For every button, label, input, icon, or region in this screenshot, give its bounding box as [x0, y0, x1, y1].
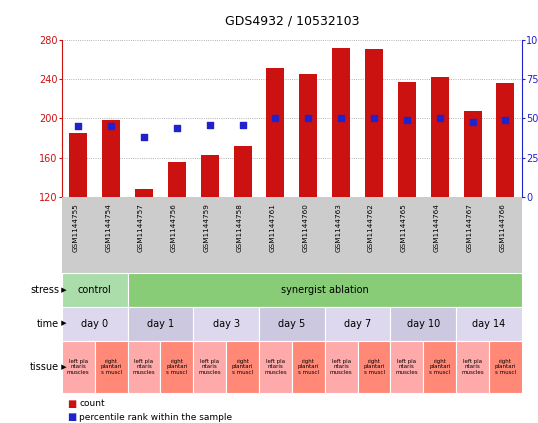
Point [238, 121, 247, 128]
Point [501, 117, 509, 124]
Text: GSM1144758: GSM1144758 [237, 203, 243, 252]
Point [402, 117, 411, 124]
Text: day 5: day 5 [278, 319, 306, 329]
Text: ▶: ▶ [59, 287, 67, 293]
Point [468, 118, 477, 125]
Text: synergist ablation: synergist ablation [281, 285, 369, 295]
Point [337, 115, 345, 122]
Text: GSM1144765: GSM1144765 [401, 203, 407, 252]
Text: ■: ■ [67, 412, 76, 422]
Text: left pla
ntaris
muscles: left pla ntaris muscles [133, 359, 155, 375]
Point [173, 124, 181, 131]
Text: GSM1144759: GSM1144759 [204, 203, 210, 252]
Point [74, 123, 83, 130]
Text: GSM1144763: GSM1144763 [335, 203, 341, 252]
Text: GSM1144761: GSM1144761 [270, 203, 275, 252]
Text: ■: ■ [67, 399, 76, 409]
Point [140, 134, 148, 140]
Bar [464, 111, 482, 197]
Text: GSM1144756: GSM1144756 [171, 203, 177, 252]
Text: count: count [79, 399, 105, 408]
Text: left pla
ntaris
muscles: left pla ntaris muscles [264, 359, 287, 375]
Bar [201, 155, 219, 197]
Text: right
plantari
s muscl: right plantari s muscl [232, 359, 253, 375]
Point [370, 115, 378, 122]
Bar [497, 83, 514, 197]
Bar [69, 133, 87, 197]
Bar [332, 48, 350, 197]
Text: day 10: day 10 [407, 319, 440, 329]
Bar [168, 162, 186, 197]
Text: right
plantari
s muscl: right plantari s muscl [495, 359, 516, 375]
Text: control: control [78, 285, 111, 295]
Bar [365, 49, 383, 197]
Text: percentile rank within the sample: percentile rank within the sample [79, 412, 232, 422]
Text: day 3: day 3 [213, 319, 240, 329]
Text: ▶: ▶ [59, 364, 67, 370]
Point [304, 115, 313, 122]
Text: left pla
ntaris
muscles: left pla ntaris muscles [395, 359, 418, 375]
Point [107, 123, 116, 130]
Text: GSM1144754: GSM1144754 [105, 203, 111, 252]
Text: left pla
ntaris
muscles: left pla ntaris muscles [199, 359, 221, 375]
Text: GDS4932 / 10532103: GDS4932 / 10532103 [225, 15, 359, 28]
Text: right
plantari
s muscl: right plantari s muscl [429, 359, 450, 375]
Bar [299, 74, 317, 197]
Text: right
plantari
s muscl: right plantari s muscl [363, 359, 385, 375]
Text: day 14: day 14 [472, 319, 506, 329]
Bar [135, 189, 153, 197]
Bar [102, 121, 120, 197]
Text: GSM1144762: GSM1144762 [368, 203, 374, 252]
Text: stress: stress [30, 285, 59, 295]
Text: left pla
ntaris
muscles: left pla ntaris muscles [67, 359, 90, 375]
Text: GSM1144760: GSM1144760 [302, 203, 308, 252]
Bar [431, 77, 449, 197]
Point [271, 115, 280, 122]
Text: day 0: day 0 [81, 319, 108, 329]
Bar [398, 82, 416, 197]
Text: day 7: day 7 [344, 319, 371, 329]
Text: left pla
ntaris
muscles: left pla ntaris muscles [461, 359, 484, 375]
Text: right
plantari
s muscl: right plantari s muscl [298, 359, 319, 375]
Text: GSM1144757: GSM1144757 [138, 203, 144, 252]
Text: right
plantari
s muscl: right plantari s muscl [101, 359, 122, 375]
Point [206, 121, 214, 128]
Bar [266, 68, 285, 197]
Text: GSM1144766: GSM1144766 [499, 203, 505, 252]
Text: left pla
ntaris
muscles: left pla ntaris muscles [330, 359, 352, 375]
Text: GSM1144755: GSM1144755 [72, 203, 79, 252]
Text: GSM1144764: GSM1144764 [434, 203, 440, 252]
Text: tissue: tissue [30, 362, 59, 372]
Text: ▶: ▶ [59, 321, 67, 327]
Text: right
plantari
s muscl: right plantari s muscl [166, 359, 188, 375]
Point [435, 115, 444, 122]
Bar [233, 146, 252, 197]
Text: GSM1144767: GSM1144767 [466, 203, 472, 252]
Text: day 1: day 1 [147, 319, 174, 329]
Text: time: time [37, 319, 59, 329]
